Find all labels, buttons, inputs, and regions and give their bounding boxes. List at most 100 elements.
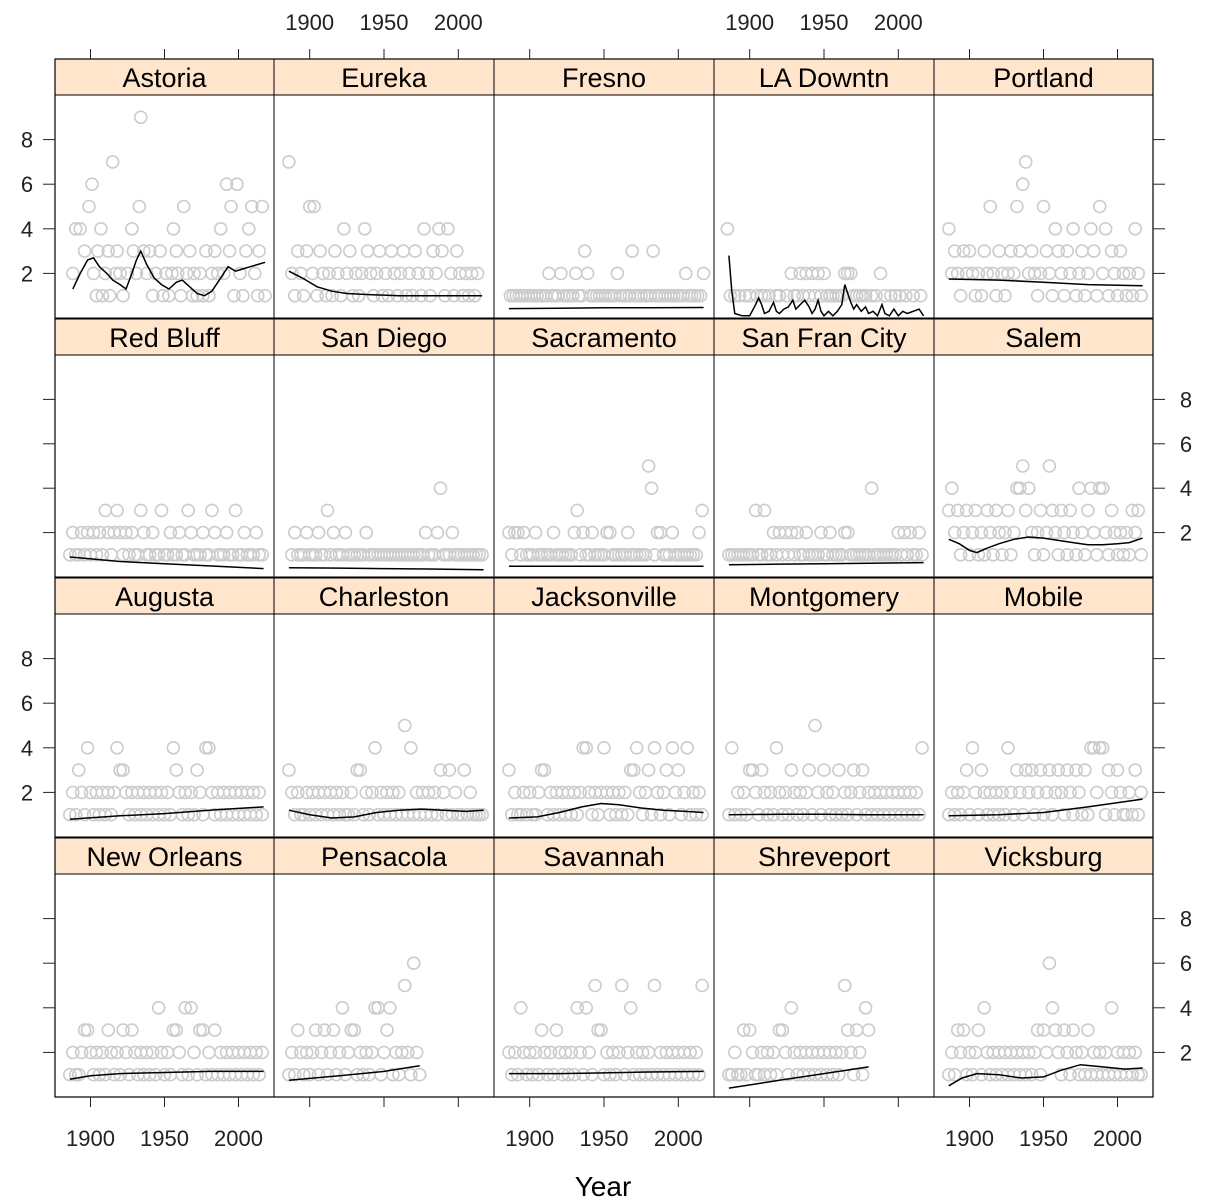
data-point bbox=[644, 481, 659, 496]
data-point bbox=[641, 763, 656, 777]
panel-frame-fresno bbox=[493, 94, 715, 319]
data-point bbox=[692, 1067, 706, 1082]
data-point bbox=[181, 1067, 195, 1082]
data-point bbox=[1039, 244, 1054, 258]
data-point bbox=[1072, 481, 1086, 496]
data-point bbox=[811, 266, 825, 281]
data-point bbox=[965, 740, 980, 755]
data-point bbox=[561, 1067, 576, 1082]
data-point bbox=[580, 266, 595, 281]
data-point bbox=[1060, 547, 1074, 562]
data-point bbox=[222, 244, 237, 258]
points-san-diego bbox=[284, 481, 489, 562]
data-point bbox=[233, 266, 247, 281]
data-point bbox=[236, 288, 250, 303]
data-point bbox=[504, 547, 519, 562]
data-point bbox=[176, 199, 191, 214]
data-point bbox=[632, 785, 647, 800]
data-point bbox=[620, 525, 635, 540]
data-point bbox=[157, 807, 172, 822]
x-tick-label: 1900 bbox=[945, 1126, 994, 1151]
data-point bbox=[89, 1045, 104, 1060]
data-point bbox=[145, 288, 160, 303]
data-point bbox=[1048, 1023, 1063, 1037]
data-point bbox=[430, 525, 445, 540]
data-point bbox=[603, 525, 617, 540]
data-point bbox=[1116, 266, 1131, 281]
data-point bbox=[840, 525, 855, 540]
data-point bbox=[811, 785, 825, 800]
data-point bbox=[202, 740, 216, 755]
panel-frame-shreveport bbox=[713, 873, 935, 1098]
data-point bbox=[122, 547, 136, 562]
data-point bbox=[1042, 763, 1057, 777]
data-point bbox=[1134, 288, 1148, 303]
data-point bbox=[950, 503, 965, 518]
data-point bbox=[554, 266, 568, 281]
data-point bbox=[397, 718, 412, 733]
data-point bbox=[1081, 266, 1095, 281]
data-point bbox=[125, 222, 139, 236]
data-point bbox=[974, 763, 989, 777]
data-point bbox=[1012, 785, 1027, 800]
data-point bbox=[208, 244, 222, 258]
data-point bbox=[903, 785, 918, 800]
data-point bbox=[855, 763, 870, 777]
data-point bbox=[959, 503, 974, 518]
data-point bbox=[126, 244, 141, 258]
data-point bbox=[86, 525, 101, 540]
data-point bbox=[199, 244, 213, 258]
data-point bbox=[193, 547, 207, 562]
data-point bbox=[1039, 785, 1054, 800]
data-point bbox=[1090, 547, 1104, 562]
data-point bbox=[623, 1000, 638, 1015]
y-tick-label: 4 bbox=[21, 217, 33, 242]
data-point bbox=[1051, 547, 1066, 562]
y-tick-label: 4 bbox=[21, 736, 33, 761]
data-point bbox=[193, 785, 207, 800]
data-point bbox=[1048, 222, 1063, 236]
data-point bbox=[475, 547, 489, 562]
data-point bbox=[695, 978, 709, 993]
data-point bbox=[175, 1067, 190, 1082]
panel-title-eureka: Eureka bbox=[341, 63, 428, 93]
data-point bbox=[287, 807, 302, 822]
data-point bbox=[983, 525, 998, 540]
data-point bbox=[1021, 1045, 1036, 1060]
data-point bbox=[103, 288, 117, 303]
data-point bbox=[89, 547, 104, 562]
data-point bbox=[983, 199, 998, 214]
data-point bbox=[995, 785, 1009, 800]
data-point bbox=[296, 1067, 311, 1082]
data-point bbox=[1090, 288, 1104, 303]
data-point bbox=[219, 525, 234, 540]
data-point bbox=[225, 547, 240, 562]
data-point bbox=[564, 547, 579, 562]
data-point bbox=[968, 503, 983, 518]
data-point bbox=[537, 763, 552, 777]
data-point bbox=[110, 1045, 124, 1060]
data-point bbox=[723, 288, 738, 303]
data-point bbox=[793, 785, 808, 800]
data-point bbox=[837, 525, 852, 540]
strip-savannah bbox=[493, 837, 715, 875]
data-point bbox=[344, 785, 359, 800]
data-point bbox=[1125, 807, 1140, 822]
data-point bbox=[433, 481, 448, 496]
data-point bbox=[609, 1067, 623, 1082]
data-point bbox=[1078, 547, 1092, 562]
data-point bbox=[427, 785, 442, 800]
data-point bbox=[692, 525, 706, 540]
data-point bbox=[142, 547, 157, 562]
data-point bbox=[184, 785, 198, 800]
data-point bbox=[120, 266, 135, 281]
x-tick-label: 2000 bbox=[214, 1126, 263, 1151]
data-point bbox=[151, 547, 166, 562]
smooth-line-mobile bbox=[948, 798, 1143, 817]
panel-title-charleston: Charleston bbox=[319, 582, 450, 612]
data-point bbox=[237, 525, 252, 540]
data-point bbox=[179, 266, 194, 281]
data-point bbox=[196, 1023, 210, 1037]
data-point bbox=[693, 288, 708, 303]
